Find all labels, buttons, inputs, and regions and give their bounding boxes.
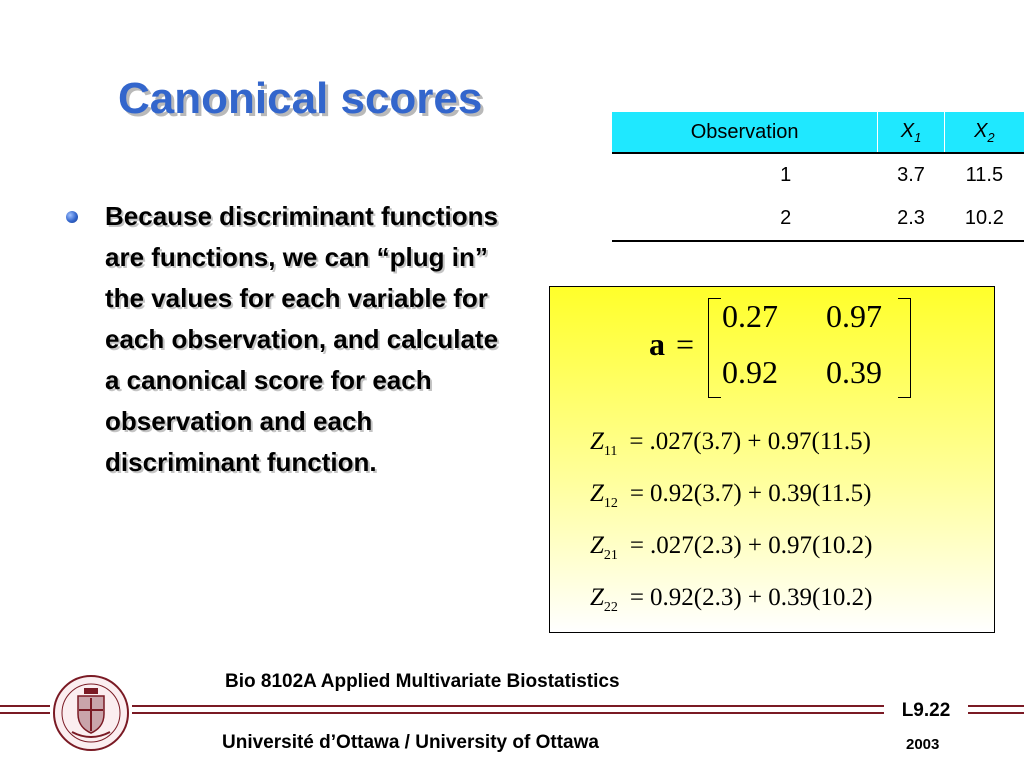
score-subscript: 22	[603, 600, 618, 615]
score-equals: =	[629, 532, 645, 559]
score-equals: =	[629, 428, 644, 455]
matrix-cell: 0.39	[826, 354, 882, 390]
score-symbol: Z	[590, 428, 604, 455]
score-subscript: 21	[603, 548, 618, 563]
observation-table: Observation X1 X2 1 3.7 11.5 2 2.3 10.2	[612, 112, 1024, 242]
score-equation: Z11 = .027(3.7) + 0.97(11.5)	[590, 428, 871, 460]
cell-x2: 10.2	[943, 197, 1024, 242]
cell-x1: 3.7	[877, 153, 945, 197]
table-row: 1 3.7 11.5	[612, 153, 1024, 197]
score-expression: .027(3.7) + 0.97(11.5)	[649, 428, 871, 455]
header-x1: X1	[877, 112, 945, 154]
score-equation: Z12 = 0.92(3.7) + 0.39(11.5)	[590, 480, 872, 512]
university-seal-icon	[53, 675, 129, 751]
footer-rule	[968, 712, 1024, 714]
matrix-left-bracket	[708, 298, 721, 398]
footer-rule	[132, 705, 884, 707]
footer-rule	[0, 705, 50, 707]
cell-observation: 2	[612, 197, 878, 242]
footer-course-title: Bio 8102A Applied Multivariate Biostatis…	[225, 671, 620, 692]
equation-box	[549, 286, 995, 633]
score-symbol: Z	[590, 532, 604, 559]
matrix-cell: 0.27	[722, 298, 778, 334]
table-row: 2 2.3 10.2	[612, 197, 1024, 242]
header-x2: X2	[943, 112, 1024, 154]
score-expression: .027(2.3) + 0.97(10.2)	[650, 532, 873, 559]
bullet-icon	[66, 211, 78, 223]
cell-x2: 11.5	[943, 153, 1024, 197]
matrix-symbol: a	[649, 326, 665, 362]
cell-observation: 1	[780, 164, 792, 186]
footer-rule	[968, 705, 1024, 707]
slide-title: Canonical scores	[118, 74, 483, 123]
score-subscript: 12	[603, 496, 618, 511]
footer-rule	[132, 712, 884, 714]
matrix-equals: =	[676, 326, 695, 362]
score-equation: Z22 = 0.92(2.3) + 0.39(10.2)	[590, 584, 872, 616]
matrix-right-bracket	[898, 298, 911, 398]
score-expression: 0.92(2.3) + 0.39(10.2)	[650, 584, 873, 611]
matrix-cell: 0.92	[722, 354, 778, 390]
cell-x1: 2.3	[877, 197, 945, 242]
matrix-cell: 0.97	[826, 298, 882, 334]
bullet-text: Because discriminant functions are funct…	[105, 201, 499, 477]
footer-university: Université d’Ottawa / University of Otta…	[222, 732, 599, 753]
score-symbol: Z	[590, 480, 604, 507]
slide-number: L9.22	[886, 697, 966, 725]
score-symbol: Z	[590, 584, 604, 611]
header-observation: Observation	[612, 112, 878, 154]
score-equals: =	[629, 584, 645, 611]
score-expression: 0.92(3.7) + 0.39(11.5)	[650, 480, 872, 507]
footer-year: 2003	[906, 736, 940, 753]
table-header-row: Observation X1 X2	[612, 112, 1024, 154]
footer-rule	[0, 712, 50, 714]
score-equation: Z21 = .027(2.3) + 0.97(10.2)	[590, 532, 872, 564]
score-subscript: 11	[603, 444, 618, 459]
score-equals: =	[629, 480, 645, 507]
